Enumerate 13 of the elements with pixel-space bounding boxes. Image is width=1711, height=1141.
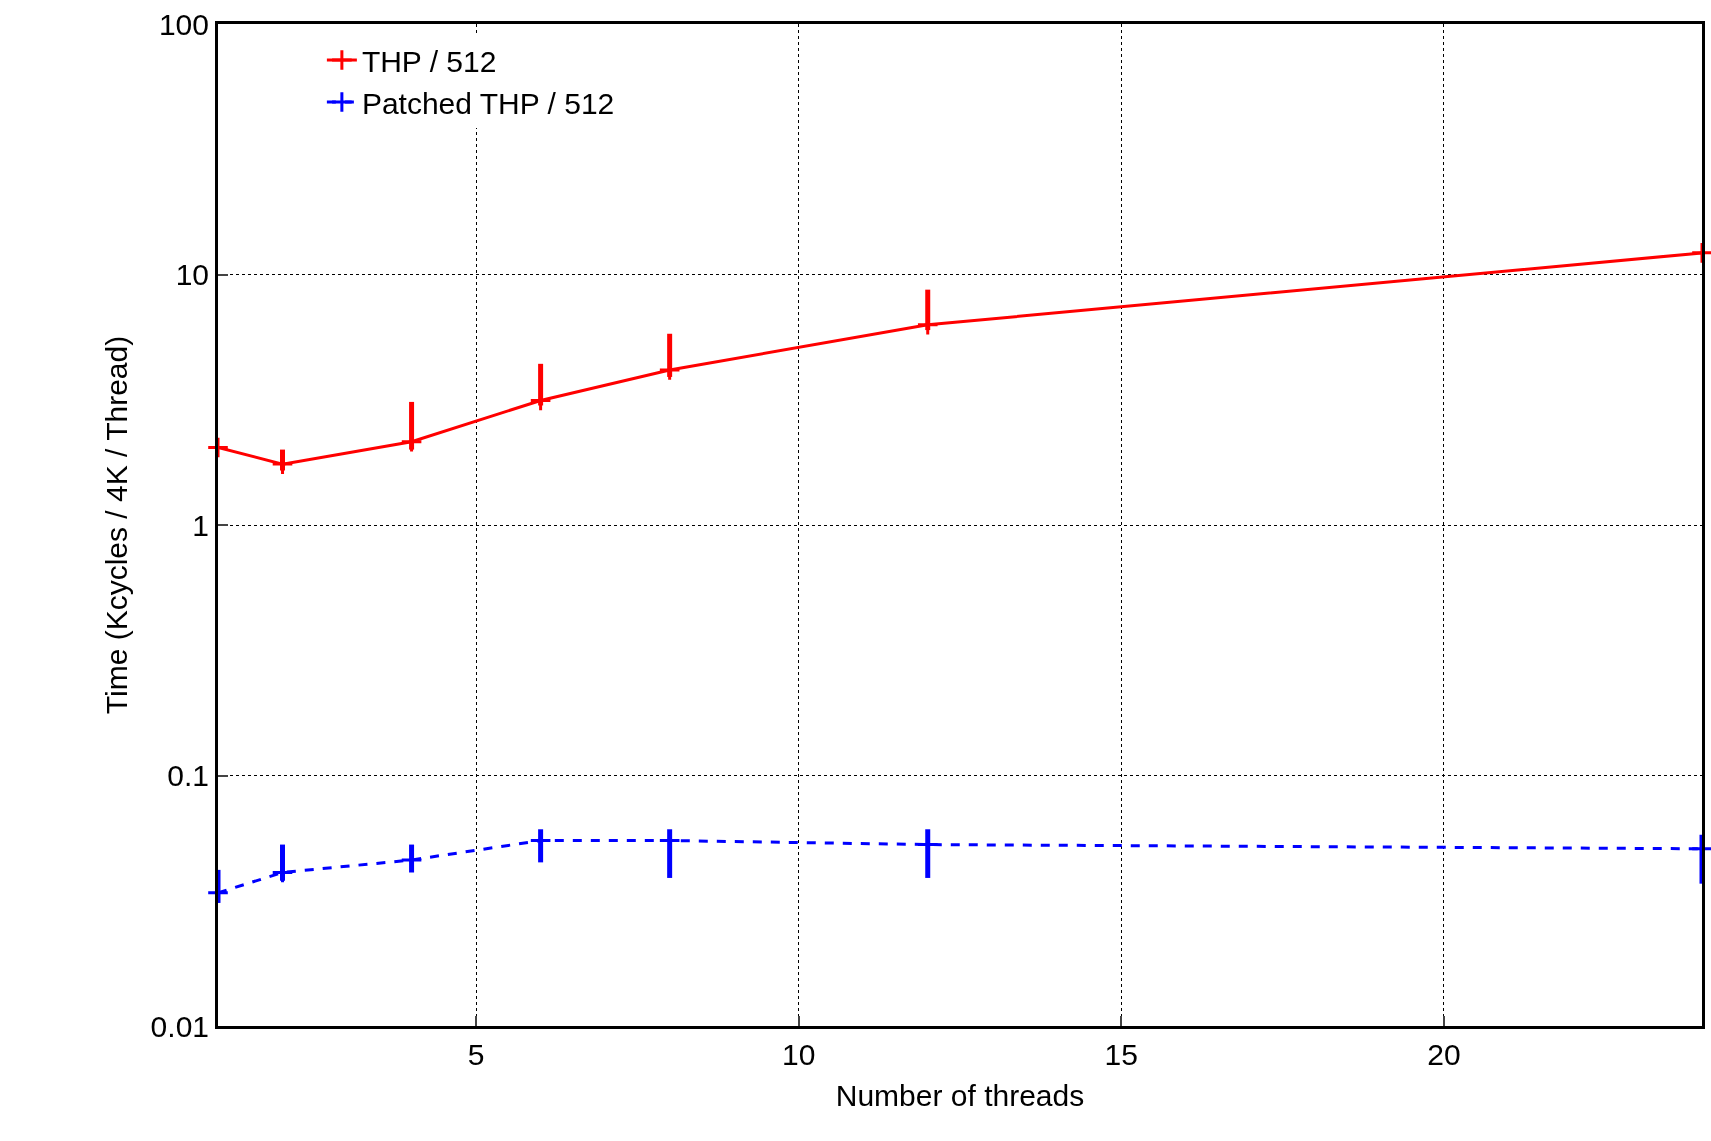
y-axis-title: Time (Kcycles / 4K / Thread) (99, 335, 133, 715)
x-tick-label: 20 (1427, 1038, 1461, 1071)
y-tick-label: 1 (192, 508, 209, 542)
y-tick-label: 10 (175, 258, 209, 291)
x-tick-label: 15 (1104, 1038, 1138, 1071)
x-tick-label: 10 (782, 1038, 816, 1071)
y-tick-label: 0.1 (167, 759, 209, 792)
legend-label: Patched THP / 512 (361, 86, 615, 120)
y-tick-label: 0.01 (150, 1009, 209, 1043)
x-axis-title: Number of threads (835, 1078, 1085, 1112)
x-tick-label: 5 (467, 1038, 485, 1071)
y-tick-label: 100 (158, 7, 209, 41)
legend-label: THP / 512 (361, 44, 497, 78)
